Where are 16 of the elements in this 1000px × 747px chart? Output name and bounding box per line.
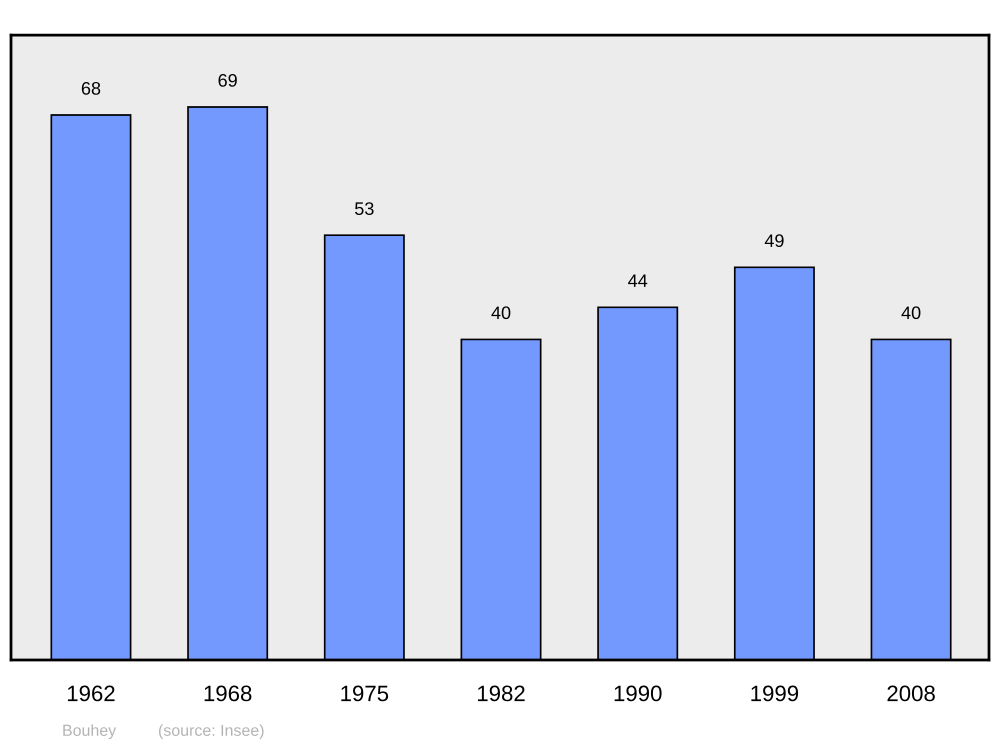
text: (source: Insee) — [158, 724, 264, 740]
data-label: 44 — [628, 274, 648, 287]
data-label: 40 — [491, 306, 510, 320]
x-tick-label: 1982 — [478, 686, 525, 702]
data-label: 68 — [82, 82, 100, 95]
x-tick-label: 2008 — [887, 686, 935, 702]
text: Bouhey — [63, 724, 116, 740]
data-label: 40 — [901, 306, 920, 320]
x-tick-label: 1975 — [341, 686, 388, 702]
data-label: 49 — [764, 234, 784, 248]
x-tick-label: 1999 — [751, 686, 798, 702]
data-label: 53 — [355, 202, 374, 215]
x-tick-label: 1968 — [204, 686, 252, 702]
x-tick-label: 1990 — [614, 686, 662, 702]
data-label: 69 — [218, 74, 237, 87]
x-tick-label: 1962 — [68, 686, 115, 702]
